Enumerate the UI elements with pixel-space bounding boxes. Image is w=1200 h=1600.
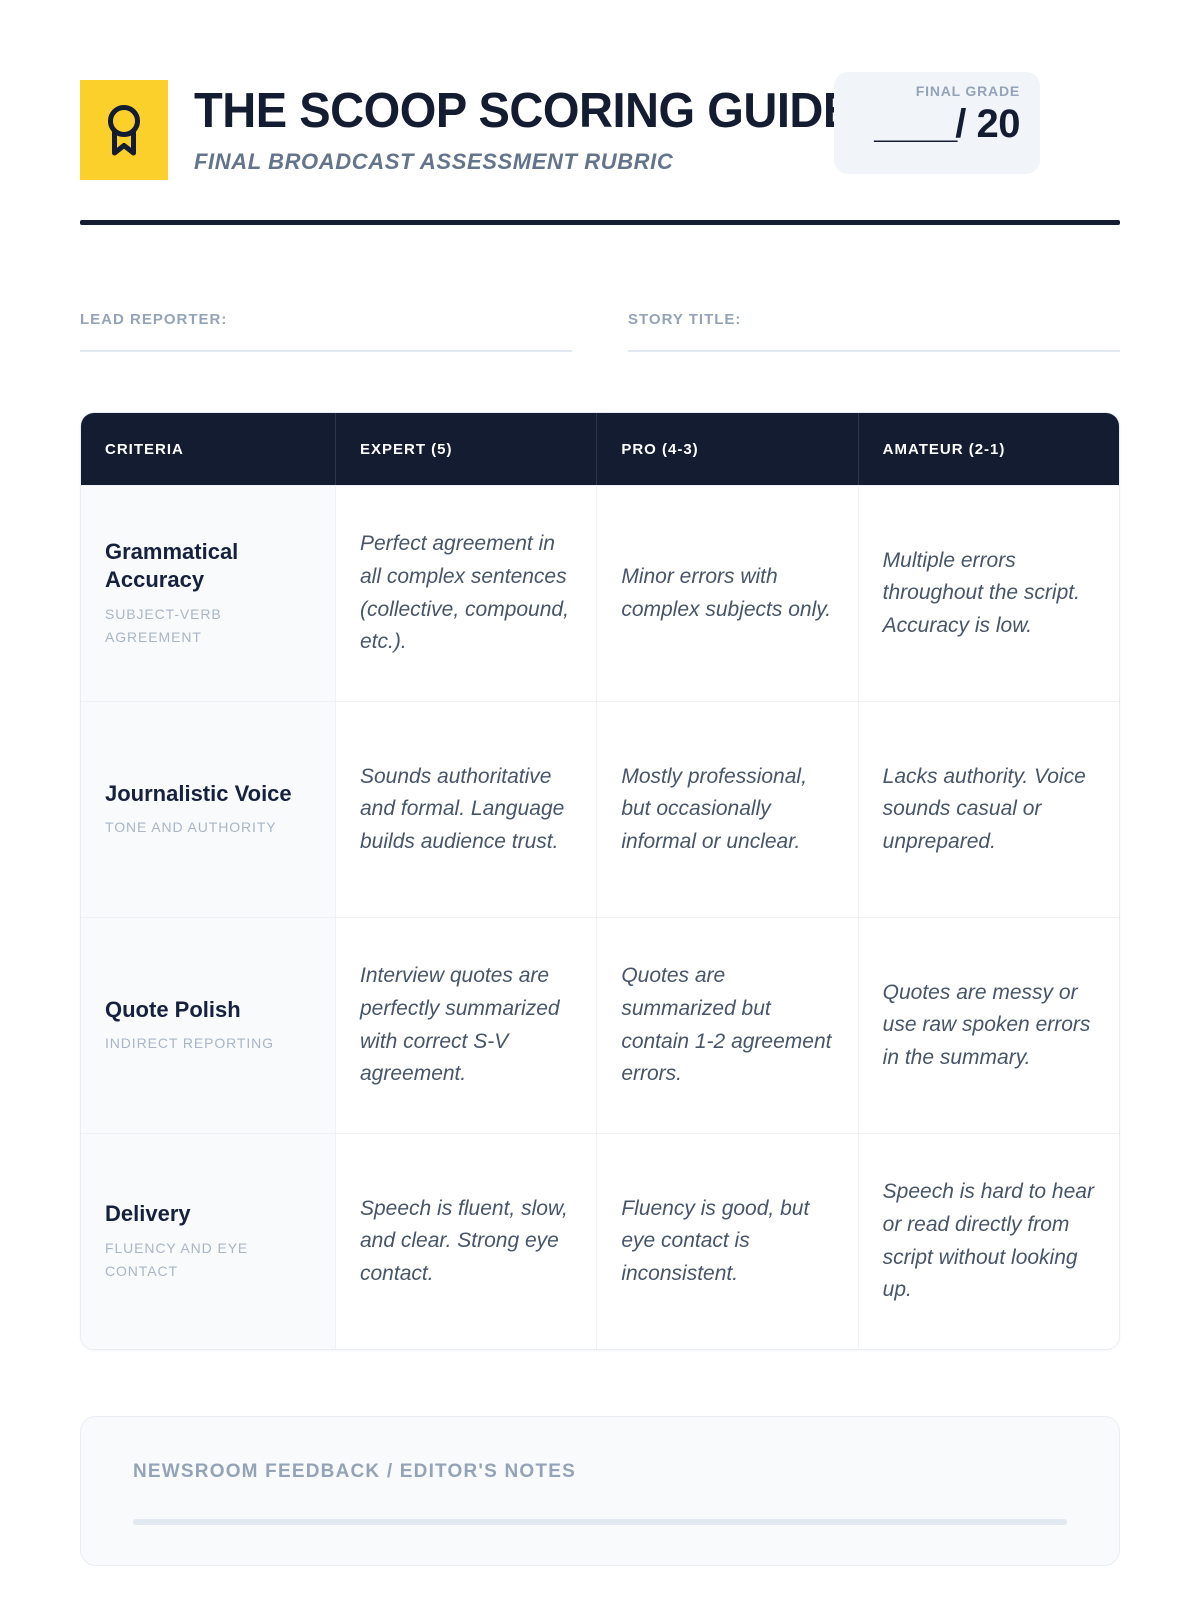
expert-cell[interactable]: Speech is fluent, slow, and clear. Stron…: [335, 1134, 596, 1349]
title-block: THE SCOOP SCORING GUIDE FINAL BROADCAST …: [194, 80, 1120, 175]
expert-cell[interactable]: Interview quotes are perfectly summarize…: [335, 918, 596, 1133]
final-grade-max: / 20: [955, 102, 1020, 146]
amateur-text: Quotes are messy or use raw spoken error…: [882, 980, 1091, 1069]
pro-text: Minor errors with complex subjects only.: [621, 564, 832, 621]
expert-text: Speech is fluent, slow, and clear. Stron…: [360, 1196, 568, 1285]
column-header-pro: PRO (4-3): [596, 413, 857, 485]
criteria-cell: Grammatical Accuracy SUBJECT-VERB AGREEM…: [81, 486, 335, 701]
page-title: THE SCOOP SCORING GUIDE: [194, 84, 854, 138]
criterion-descriptor: TONE AND AUTHORITY: [105, 819, 277, 836]
final-grade-box[interactable]: FINAL GRADE ____/ 20: [834, 72, 1040, 174]
criteria-cell: Quote Polish INDIRECT REPORTING: [81, 918, 335, 1133]
final-grade-blank[interactable]: ____: [874, 102, 957, 146]
table-row: Delivery FLUENCY AND EYE CONTACT Speech …: [81, 1133, 1119, 1349]
expert-cell[interactable]: Perfect agreement in all complex sentenc…: [335, 486, 596, 701]
criterion-name: Delivery: [105, 1201, 191, 1227]
criterion-name: Journalistic Voice: [105, 780, 292, 806]
criterion-descriptor: FLUENCY AND EYE CONTACT: [105, 1239, 249, 1279]
criteria-cell: Journalistic Voice TONE AND AUTHORITY: [81, 702, 335, 917]
criterion-name: Grammatical Accuracy: [105, 538, 239, 593]
criterion-name: Quote Polish: [105, 996, 241, 1022]
rubric-table: CRITERIA EXPERT (5) PRO (4-3) AMATEUR (2…: [80, 412, 1120, 1350]
table-row: Quote Polish INDIRECT REPORTING Intervie…: [81, 917, 1119, 1133]
expert-cell[interactable]: Sounds authoritative and formal. Languag…: [335, 702, 596, 917]
story-title-label: STORY TITLE:: [628, 311, 742, 328]
column-header-amateur: AMATEUR (2-1): [857, 413, 1119, 485]
criterion-descriptor: SUBJECT-VERB AGREEMENT: [105, 606, 222, 646]
expert-text: Interview quotes are perfectly summarize…: [360, 964, 560, 1086]
pro-text: Fluency is good, but eye contact is inco…: [621, 1196, 810, 1285]
expert-text: Sounds authoritative and formal. Languag…: [360, 764, 565, 853]
amateur-text: Multiple errors throughout the script. A…: [882, 548, 1080, 637]
feedback-title: NEWSROOM FEEDBACK / EDITOR'S NOTES: [133, 1461, 576, 1482]
story-title-field[interactable]: STORY TITLE:: [628, 311, 1120, 352]
rubric-header-row: CRITERIA EXPERT (5) PRO (4-3) AMATEUR (2…: [81, 413, 1119, 485]
meta-fields: LEAD REPORTER: STORY TITLE:: [80, 311, 1120, 352]
lead-reporter-label: LEAD REPORTER:: [80, 311, 228, 328]
amateur-cell[interactable]: Multiple errors throughout the script. A…: [857, 486, 1119, 701]
expert-text: Perfect agreement in all complex sentenc…: [360, 532, 569, 654]
header-divider: [80, 220, 1120, 225]
criterion-descriptor: INDIRECT REPORTING: [105, 1035, 274, 1052]
table-row: Journalistic Voice TONE AND AUTHORITY So…: [81, 701, 1119, 917]
page-header: THE SCOOP SCORING GUIDE FINAL BROADCAST …: [80, 0, 1120, 180]
amateur-cell[interactable]: Speech is hard to hear or read directly …: [857, 1134, 1119, 1349]
amateur-cell[interactable]: Lacks authority. Voice sounds casual or …: [857, 702, 1119, 917]
lead-reporter-field[interactable]: LEAD REPORTER:: [80, 311, 572, 352]
criteria-cell: Delivery FLUENCY AND EYE CONTACT: [81, 1134, 335, 1349]
pro-cell[interactable]: Mostly professional, but occasionally in…: [596, 702, 857, 917]
table-row: Grammatical Accuracy SUBJECT-VERB AGREEM…: [81, 485, 1119, 701]
lead-reporter-input-line[interactable]: [80, 350, 572, 352]
pro-text: Mostly professional, but occasionally in…: [621, 764, 807, 853]
feedback-write-line[interactable]: [133, 1519, 1067, 1525]
final-grade-value: ____/ 20: [834, 102, 1020, 146]
award-badge-icon: [80, 80, 168, 180]
pro-cell[interactable]: Minor errors with complex subjects only.: [596, 486, 857, 701]
amateur-cell[interactable]: Quotes are messy or use raw spoken error…: [857, 918, 1119, 1133]
final-grade-label: FINAL GRADE: [915, 83, 1020, 99]
amateur-text: Speech is hard to hear or read directly …: [882, 1180, 1094, 1302]
feedback-panel[interactable]: NEWSROOM FEEDBACK / EDITOR'S NOTES: [80, 1416, 1120, 1566]
story-title-input-line[interactable]: [628, 350, 1120, 352]
pro-cell[interactable]: Fluency is good, but eye contact is inco…: [596, 1134, 857, 1349]
column-header-criteria: CRITERIA: [105, 440, 184, 458]
amateur-text: Lacks authority. Voice sounds casual or …: [882, 764, 1086, 853]
pro-cell[interactable]: Quotes are summarized but contain 1-2 ag…: [596, 918, 857, 1133]
column-header-expert: EXPERT (5): [335, 413, 596, 485]
pro-text: Quotes are summarized but contain 1-2 ag…: [621, 964, 832, 1086]
page-subtitle: FINAL BROADCAST ASSESSMENT RUBRIC: [194, 149, 674, 175]
